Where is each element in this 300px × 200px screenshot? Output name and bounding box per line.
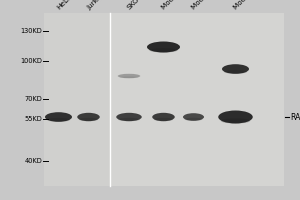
Ellipse shape	[149, 48, 178, 52]
Text: Mouse brain: Mouse brain	[191, 0, 226, 11]
Ellipse shape	[152, 113, 175, 121]
Text: 70KD: 70KD	[24, 96, 42, 102]
Text: 40KD: 40KD	[24, 158, 42, 164]
Ellipse shape	[183, 113, 204, 121]
Ellipse shape	[118, 118, 140, 121]
Text: RAD23B: RAD23B	[290, 112, 300, 121]
Ellipse shape	[222, 64, 249, 74]
Ellipse shape	[77, 113, 100, 121]
Ellipse shape	[184, 118, 202, 121]
Ellipse shape	[154, 118, 173, 121]
Ellipse shape	[221, 118, 250, 123]
Bar	[110, 13, 284, 186]
Text: Mouse liver: Mouse liver	[233, 0, 266, 11]
Ellipse shape	[147, 42, 180, 52]
Ellipse shape	[118, 74, 140, 78]
Ellipse shape	[45, 112, 72, 122]
Text: 55KD: 55KD	[24, 116, 42, 122]
Ellipse shape	[224, 70, 247, 74]
Text: HeLa: HeLa	[56, 0, 73, 11]
Text: SKOV3: SKOV3	[126, 0, 148, 11]
Text: 100KD: 100KD	[20, 58, 42, 64]
Bar	[44, 13, 110, 186]
Ellipse shape	[79, 118, 98, 121]
Text: Mouse testis: Mouse testis	[161, 0, 197, 11]
Ellipse shape	[47, 118, 70, 122]
Ellipse shape	[116, 113, 142, 121]
Text: Jurkat: Jurkat	[86, 0, 105, 11]
Ellipse shape	[218, 110, 253, 123]
Ellipse shape	[119, 76, 139, 78]
Text: 130KD: 130KD	[20, 28, 42, 34]
